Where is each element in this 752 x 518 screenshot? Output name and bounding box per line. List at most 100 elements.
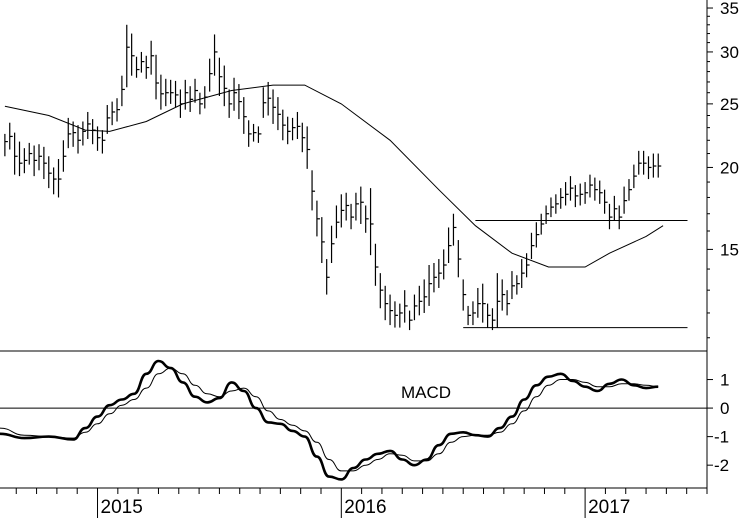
price-bar — [189, 86, 194, 112]
price-bar — [53, 167, 57, 195]
price-bar — [228, 89, 233, 118]
price-bar — [638, 150, 642, 175]
price-bar — [174, 80, 179, 108]
price-tick-label: 25 — [720, 95, 739, 114]
price-bar — [160, 74, 164, 110]
price-bar — [272, 89, 277, 124]
price-bar — [316, 200, 320, 237]
price-bar — [311, 170, 316, 211]
price-bar — [574, 185, 579, 208]
price-bar — [57, 159, 62, 198]
price-bar — [418, 285, 423, 316]
price-bar — [243, 97, 247, 134]
price-bar — [28, 142, 33, 165]
price-bar — [657, 153, 662, 178]
price-bar — [291, 117, 296, 141]
price-bar — [126, 24, 130, 88]
price-bar — [379, 273, 384, 309]
price-bar — [262, 87, 267, 118]
price-bar — [384, 285, 389, 321]
price-bar — [267, 81, 272, 116]
time-ticks: 2015 2016 2017 — [15, 488, 708, 518]
price-bar — [491, 308, 496, 331]
price-bar — [530, 232, 535, 260]
price-bar — [501, 279, 506, 311]
price-bar — [18, 141, 23, 177]
price-bar — [477, 287, 481, 318]
support-resistance-lines — [463, 220, 688, 329]
price-bar — [9, 122, 13, 150]
price-bar — [360, 186, 364, 224]
price-bar — [14, 132, 18, 175]
price-bar — [613, 195, 618, 221]
price-bar — [106, 105, 111, 134]
price-bar — [326, 259, 330, 295]
price-bar — [589, 174, 593, 198]
price-bar — [569, 176, 574, 201]
price-bar — [408, 310, 413, 331]
price-bar — [413, 294, 418, 321]
price-bar — [213, 34, 218, 76]
price-bar — [374, 243, 379, 286]
price-bar — [121, 75, 125, 107]
price-bar — [155, 54, 160, 100]
price-bar — [340, 194, 345, 228]
macd-tick-label: 1 — [720, 371, 729, 390]
price-bar — [608, 203, 613, 230]
price-bar — [345, 192, 350, 221]
price-bar — [33, 145, 38, 177]
price-tick-label: 15 — [720, 240, 739, 259]
price-bar — [525, 253, 530, 278]
price-bar — [447, 227, 452, 264]
price-bar — [496, 273, 501, 328]
price-bar — [92, 119, 96, 145]
price-tick-label: 35 — [720, 0, 739, 18]
price-bar — [82, 121, 86, 146]
macd-signal-line — [0, 367, 659, 472]
price-bar — [438, 259, 442, 288]
price-bar — [355, 192, 359, 221]
price-bar — [389, 294, 394, 326]
price-bar — [433, 263, 437, 293]
price-bar — [579, 183, 584, 206]
price-bar — [170, 79, 174, 104]
price-bar — [521, 259, 525, 288]
price-bar — [643, 150, 647, 175]
price-bar — [140, 51, 145, 73]
price-bar — [218, 57, 223, 97]
price-bar — [482, 283, 486, 323]
price-bar — [116, 98, 121, 122]
macd-line — [0, 359, 659, 481]
price-bar — [277, 97, 281, 131]
price-bar — [604, 189, 608, 214]
price-bar — [248, 120, 252, 147]
price-bar — [194, 78, 199, 103]
price-bar — [62, 140, 67, 172]
price-bar — [306, 126, 311, 169]
price-bar — [535, 222, 540, 248]
price-bar — [223, 65, 228, 107]
year-label: 2017 — [588, 497, 630, 518]
price-bar — [87, 111, 91, 139]
price-bar — [296, 111, 301, 139]
price-bar — [545, 205, 550, 224]
macd-tick-label: 0 — [720, 399, 729, 418]
price-bar — [252, 123, 257, 142]
price-axis: 35 30 25 20 15 — [707, 0, 739, 339]
price-bar — [404, 290, 408, 323]
year-label: 2016 — [344, 497, 386, 518]
price-bar — [564, 182, 569, 206]
price-bar — [467, 305, 472, 326]
price-bar — [652, 153, 657, 178]
price-bar — [506, 290, 511, 316]
year-label: 2015 — [101, 497, 143, 518]
price-bar — [48, 156, 52, 189]
price-bar — [257, 126, 262, 143]
price-bar — [96, 126, 101, 151]
price-bar — [67, 117, 72, 149]
price-tick-label: 20 — [720, 158, 739, 177]
price-bar — [365, 205, 369, 233]
price-bar — [150, 40, 155, 75]
price-bar — [560, 188, 564, 209]
